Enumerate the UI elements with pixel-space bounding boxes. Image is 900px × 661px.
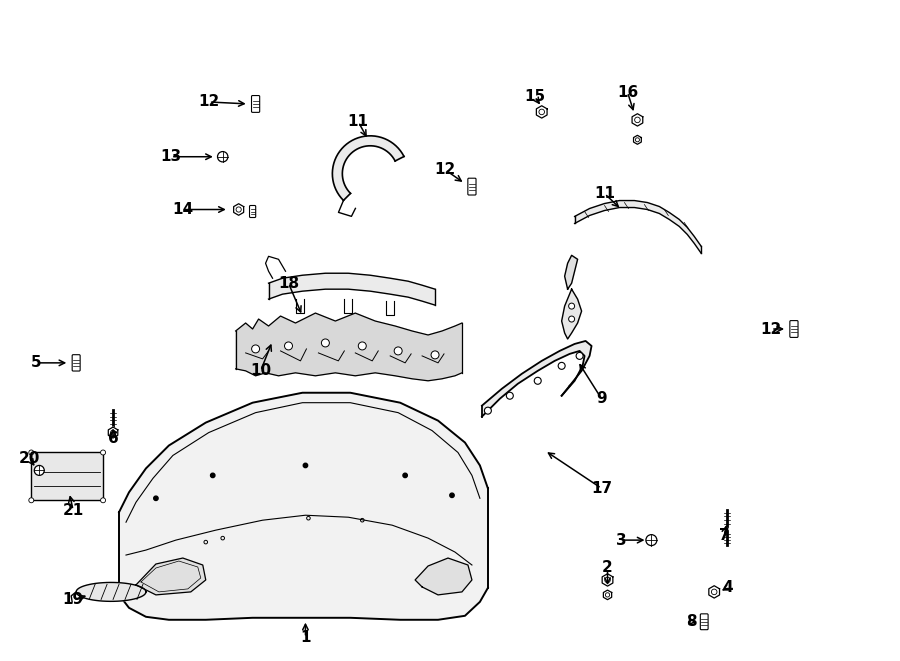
Circle shape	[211, 473, 215, 478]
Circle shape	[507, 392, 513, 399]
Polygon shape	[415, 558, 472, 595]
Circle shape	[569, 316, 574, 322]
Text: 8: 8	[686, 614, 697, 629]
Circle shape	[646, 535, 657, 545]
Text: 18: 18	[278, 276, 299, 291]
Circle shape	[606, 593, 609, 597]
Text: 15: 15	[524, 89, 545, 104]
Text: 9: 9	[596, 391, 607, 407]
Circle shape	[284, 342, 292, 350]
Circle shape	[569, 303, 574, 309]
Circle shape	[101, 450, 105, 455]
Polygon shape	[234, 204, 244, 215]
Circle shape	[321, 339, 329, 347]
Circle shape	[358, 342, 366, 350]
FancyBboxPatch shape	[251, 96, 260, 112]
Circle shape	[101, 498, 105, 503]
Circle shape	[484, 407, 491, 414]
Text: 12: 12	[760, 321, 781, 336]
Text: 20: 20	[19, 451, 40, 466]
Circle shape	[450, 493, 454, 498]
Polygon shape	[564, 255, 578, 289]
Text: 11: 11	[594, 186, 615, 201]
Text: 7: 7	[719, 527, 730, 543]
Circle shape	[154, 496, 158, 500]
FancyBboxPatch shape	[468, 178, 476, 195]
Circle shape	[635, 137, 639, 142]
Text: 13: 13	[160, 149, 182, 164]
Text: 10: 10	[250, 364, 271, 378]
Polygon shape	[562, 289, 581, 339]
Text: 21: 21	[62, 503, 84, 518]
Text: 1: 1	[301, 630, 310, 645]
Circle shape	[403, 473, 408, 478]
Text: 5: 5	[31, 356, 41, 370]
Text: 2: 2	[602, 561, 613, 576]
Circle shape	[558, 362, 565, 369]
Circle shape	[236, 207, 241, 212]
FancyBboxPatch shape	[72, 355, 80, 371]
Polygon shape	[632, 114, 643, 126]
Circle shape	[29, 498, 34, 503]
Circle shape	[576, 352, 583, 360]
Text: 19: 19	[63, 592, 84, 607]
Text: 16: 16	[616, 85, 638, 100]
FancyBboxPatch shape	[249, 206, 256, 217]
Text: 12: 12	[198, 95, 220, 110]
FancyBboxPatch shape	[790, 321, 798, 337]
Circle shape	[711, 589, 717, 595]
Polygon shape	[574, 200, 701, 253]
Polygon shape	[108, 427, 118, 438]
Circle shape	[34, 465, 44, 475]
Polygon shape	[603, 590, 612, 600]
Circle shape	[634, 117, 640, 123]
Text: 3: 3	[616, 533, 626, 547]
Polygon shape	[32, 453, 104, 500]
Circle shape	[111, 430, 115, 435]
Polygon shape	[236, 313, 462, 381]
Polygon shape	[136, 558, 206, 595]
Circle shape	[218, 151, 228, 162]
Circle shape	[252, 345, 259, 353]
Polygon shape	[482, 341, 591, 416]
Polygon shape	[76, 582, 146, 602]
Text: 11: 11	[347, 114, 369, 130]
Text: 14: 14	[172, 202, 194, 217]
Circle shape	[605, 577, 610, 583]
Polygon shape	[634, 136, 642, 144]
Circle shape	[29, 450, 34, 455]
Circle shape	[539, 109, 544, 115]
Polygon shape	[602, 574, 613, 586]
Polygon shape	[119, 393, 488, 620]
Text: 4: 4	[722, 580, 733, 596]
Circle shape	[431, 351, 439, 359]
Circle shape	[303, 463, 308, 467]
Text: 6: 6	[108, 431, 119, 446]
FancyBboxPatch shape	[700, 614, 708, 630]
Polygon shape	[709, 586, 719, 598]
Polygon shape	[536, 106, 547, 118]
Text: 12: 12	[435, 162, 455, 177]
Polygon shape	[332, 136, 404, 200]
Circle shape	[535, 377, 541, 384]
Polygon shape	[268, 273, 435, 305]
Circle shape	[394, 347, 402, 355]
Text: 17: 17	[591, 481, 612, 496]
